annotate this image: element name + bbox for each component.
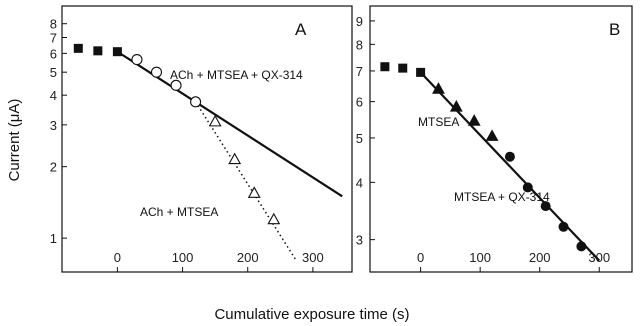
panel-a-y-tick-label: 5 <box>50 65 57 80</box>
panel-a-plot-area: 0 100 200 300 1 2 3 4 5 678 <box>50 17 343 272</box>
panel-a-frame <box>61 5 353 273</box>
panel-a-y-tick-label: 1 <box>50 231 57 246</box>
panel-b-x-tick-label: 200 <box>529 250 551 265</box>
panel-b-y-tick-label: 7 <box>356 64 363 79</box>
panel-a-x-tick-label: 300 <box>302 250 324 265</box>
panel-b-y-tick-label: 9 <box>356 14 363 29</box>
panel-b-point-circle-filled <box>504 151 515 162</box>
panel-a-x-tick-label: 100 <box>172 250 194 265</box>
panel-a-point-square-filled <box>93 46 103 56</box>
panel-a-label-qx314: ACh + MTSEA + QX-314 <box>170 68 303 82</box>
panel-a-x-tick-label: 0 <box>114 250 121 265</box>
panel-a-point-square-filled <box>73 43 83 53</box>
panel-b-point-circle-filled <box>558 221 569 232</box>
panel-a-y-tick-label: 2 <box>50 160 57 175</box>
panel-b-letter: B <box>609 20 620 39</box>
panel-a-point-triangle-open <box>267 212 281 225</box>
panel-b-x-tick-label: 100 <box>469 250 491 265</box>
panel-a-point-circle-open <box>170 79 182 91</box>
panel-b-frame <box>369 5 633 273</box>
panel-a-point-square-filled <box>112 47 122 57</box>
panel-a-y-tick-label: 6 <box>50 46 57 61</box>
panel-a-y-tick-label: 8 <box>50 17 57 32</box>
panel-b-y-tick-label: 4 <box>356 175 363 190</box>
panel-a-point-triangle-open <box>247 186 261 198</box>
panel-a-y-tick-label: 7 <box>50 30 57 45</box>
panel-b-point-circle-filled <box>540 201 551 212</box>
panel-a-point-circle-open <box>131 54 143 66</box>
panel-b-point-circle-filled <box>522 182 533 193</box>
panel-a-point-triangle-open <box>208 114 222 127</box>
panel-a-point-circle-open <box>150 66 163 78</box>
panel-b-point-triangle-filled <box>432 82 445 94</box>
panel-b-label-qx314: MTSEA + QX-314 <box>454 190 550 204</box>
panel-a-letter: A <box>295 20 307 39</box>
y-axis-title: Current (μA) <box>6 99 23 182</box>
panel-b-point-triangle-filled <box>467 114 481 126</box>
panel-b-point-square-filled <box>380 62 390 72</box>
panel-b-point-triangle-filled <box>449 100 463 112</box>
x-axis-title: Cumulative exposure time (s) <box>214 306 409 323</box>
panel-b-label-mtsea: MTSEA <box>418 115 459 129</box>
panel-a-label-mtsea: ACh + MTSEA <box>140 205 218 219</box>
panel-a-x-tick-label: 200 <box>237 250 259 265</box>
panel-b-point-square-filled <box>416 67 426 77</box>
panel-a-y-tick-label: 4 <box>50 88 57 103</box>
panel-a-y-tick-label: 3 <box>50 118 57 133</box>
panel-b-x-tick-label: 0 <box>417 250 424 265</box>
panel-b-y-tick-label: 5 <box>356 131 363 146</box>
panel-b-y-tick-label: 6 <box>356 95 363 110</box>
panel-b-point-triangle-filled <box>485 129 499 141</box>
panel-b-point-square-filled <box>398 63 408 73</box>
panel-a-point-triangle-open <box>228 152 242 165</box>
panel-b-y-tick-label: 8 <box>356 37 363 52</box>
panel-b-point-circle-filled <box>576 241 587 252</box>
panel-a: 0 100 200 300 1 2 3 4 5 678 A ACh + MTSEA + QX-31… <box>50 5 353 273</box>
panel-a-point-circle-open <box>190 96 202 108</box>
panel-b-y-tick-label: 3 <box>356 233 363 248</box>
panel-b-regression-line <box>419 71 601 262</box>
